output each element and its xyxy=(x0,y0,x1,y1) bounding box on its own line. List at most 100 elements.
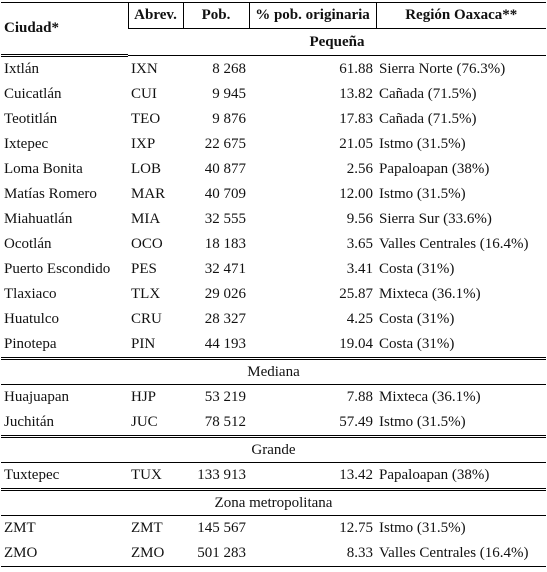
data-row: Ixtepec IXP 22 675 21.05 Istmo (31.5%) xyxy=(1,132,546,157)
cell: Costa (31%) xyxy=(379,311,455,327)
cell: IXP xyxy=(131,136,156,152)
header-cell: Región Oaxaca** xyxy=(375,2,546,29)
cell: 145 567 xyxy=(197,520,246,536)
cell: Huajuapan xyxy=(4,389,69,405)
cell: LOB xyxy=(131,161,161,177)
cell: 21.05 xyxy=(339,136,373,152)
cell: Costa (31%) xyxy=(379,261,455,277)
cell: 8.33 xyxy=(249,541,376,567)
cell: 32 471 xyxy=(204,261,246,277)
cell: Valles Centrales (16.4%) xyxy=(376,541,546,567)
data-row: Loma Bonita LOB 40 877 2.56 Papaloapan (38%) xyxy=(1,157,546,182)
cell: Pinotepa xyxy=(4,336,57,352)
cell: ZMO xyxy=(1,541,128,567)
cell: JUC xyxy=(131,414,158,430)
group-row: Pequeña xyxy=(1,28,546,56)
group-row: Mediana xyxy=(1,357,546,385)
header-row: Ciudad* Abrev. Pob. % pob. originaria Re… xyxy=(1,2,546,57)
data-row: Tuxtepec TUX 133 913 13.42 Papaloapan (38%) xyxy=(1,463,546,490)
cell: 44 193 xyxy=(204,336,246,352)
cell: ZMT xyxy=(4,520,36,536)
cell: Cuicatlán xyxy=(4,86,62,102)
table-header: Ciudad* Abrev. Pob. % pob. originaria Re… xyxy=(1,2,546,57)
cell: 501 283 xyxy=(183,541,249,567)
cell: 9 876 xyxy=(212,111,246,127)
cell: 22 675 xyxy=(204,136,246,152)
cell: TUX xyxy=(131,467,162,483)
header-cell: Abrev. xyxy=(127,2,183,29)
cell: Papaloapan (38%) xyxy=(379,161,490,177)
data-row: Ocotlán OCO 18 183 3.65 Valles Centrales (16… xyxy=(1,232,546,257)
cell: TLX xyxy=(131,286,161,302)
header-cell: % pob. originaria xyxy=(248,2,376,29)
cell: Mixteca (36.1%) xyxy=(379,389,481,405)
data-row: Huatulco CRU 28 327 4.25 Costa (31%) xyxy=(1,307,546,332)
cell: Tuxtepec xyxy=(4,467,60,483)
data-row: Juchitán JUC 78 512 57.49 Istmo (31.5%) xyxy=(1,410,546,437)
data-row: Puerto Escondido PES 32 471 3.41 Costa (31%) xyxy=(1,257,546,282)
cell: 17.83 xyxy=(339,111,373,127)
cell: 8 268 xyxy=(212,60,246,77)
group-row: Grande xyxy=(1,435,546,463)
cell: Istmo (31.5%) xyxy=(379,186,466,202)
cell: Valles Centrales (16.4%) xyxy=(379,236,529,252)
cell: MAR xyxy=(131,186,166,202)
data-row: Ixtlán IXN 8 268 61.88 Sierra Norte (76.3%) xyxy=(1,56,546,83)
cell: 40 709 xyxy=(204,186,246,202)
data-row: Tlaxiaco TLX 29 026 25.87 Mixteca (36.1%) xyxy=(1,282,546,307)
cell: MIA xyxy=(131,211,161,227)
cell: ZMO xyxy=(128,541,183,567)
data-row: ZMO ZMO 501 283 8.33 Valles Centrales (16.4%… xyxy=(1,541,546,567)
cell: 28 327 xyxy=(204,311,246,327)
cell: 12.00 xyxy=(339,186,373,202)
cell: 3.41 xyxy=(346,261,373,277)
cell: Cañada (71.5%) xyxy=(379,111,477,127)
cell: Costa (31%) xyxy=(379,336,455,352)
cell: CRU xyxy=(131,311,162,327)
cell: 61.88 xyxy=(339,60,373,77)
data-row: Teotitlán TEO 9 876 17.83 Cañada (71.5%) xyxy=(1,107,546,132)
data-row: Matías Romero MAR 40 709 12.00 Istmo (31.5%) xyxy=(1,182,546,207)
cell: Ixtepec xyxy=(4,136,49,152)
cell: 133 913 xyxy=(197,467,246,483)
cell: 12.75 xyxy=(339,520,373,536)
cell: Istmo (31.5%) xyxy=(379,136,466,152)
cell: Mixteca (36.1%) xyxy=(379,286,481,302)
cell: Loma Bonita xyxy=(4,161,83,177)
data-row: Pinotepa PIN 44 193 19.04 Costa (31%) xyxy=(1,332,546,359)
cell: Puerto Escondido xyxy=(4,261,111,277)
cell: 9 945 xyxy=(212,86,246,102)
cell: PIN xyxy=(131,336,156,352)
cell: 25.87 xyxy=(339,286,373,302)
cell: Huatulco xyxy=(4,311,59,327)
header-cell: Ciudad* xyxy=(1,2,128,57)
cell: OCO xyxy=(131,236,163,252)
table-body: Ixtlán IXN 8 268 61.88 Sierra Norte (76.3%) C… xyxy=(1,56,546,567)
data-row: Cuicatlán CUI 9 945 13.82 Cañada (71.5%) xyxy=(1,82,546,107)
cell: Matías Romero xyxy=(4,186,97,202)
cell: 78 512 xyxy=(204,414,246,430)
cell: Tlaxiaco xyxy=(4,286,57,302)
cell: 19.04 xyxy=(339,336,373,352)
cell: Istmo (31.5%) xyxy=(379,520,466,536)
cell: 57.49 xyxy=(339,414,373,430)
group-label: Grande xyxy=(1,435,546,463)
group-label: Pequeña xyxy=(128,28,546,56)
cell: Sierra Sur (33.6%) xyxy=(379,211,492,227)
cell: 40 877 xyxy=(204,161,246,177)
data-row: ZMT ZMT 145 567 12.75 Istmo (31.5%) xyxy=(1,516,546,542)
data-row: Huajuapan HJP 53 219 7.88 Mixteca (36.1%) xyxy=(1,385,546,411)
cell: Ixtlán xyxy=(4,61,39,77)
cell: Istmo (31.5%) xyxy=(379,414,466,430)
group-row: Zona metropolitana xyxy=(1,488,546,516)
cell: 53 219 xyxy=(204,389,246,405)
cell: CUI xyxy=(131,86,157,102)
cell: Ocotlán xyxy=(4,236,52,252)
group-label: Zona metropolitana xyxy=(1,488,546,516)
cell: IXN xyxy=(131,60,158,77)
cell: 9.56 xyxy=(346,211,373,227)
cell: 3.65 xyxy=(346,236,373,252)
cell: Cañada (71.5%) xyxy=(379,86,477,102)
